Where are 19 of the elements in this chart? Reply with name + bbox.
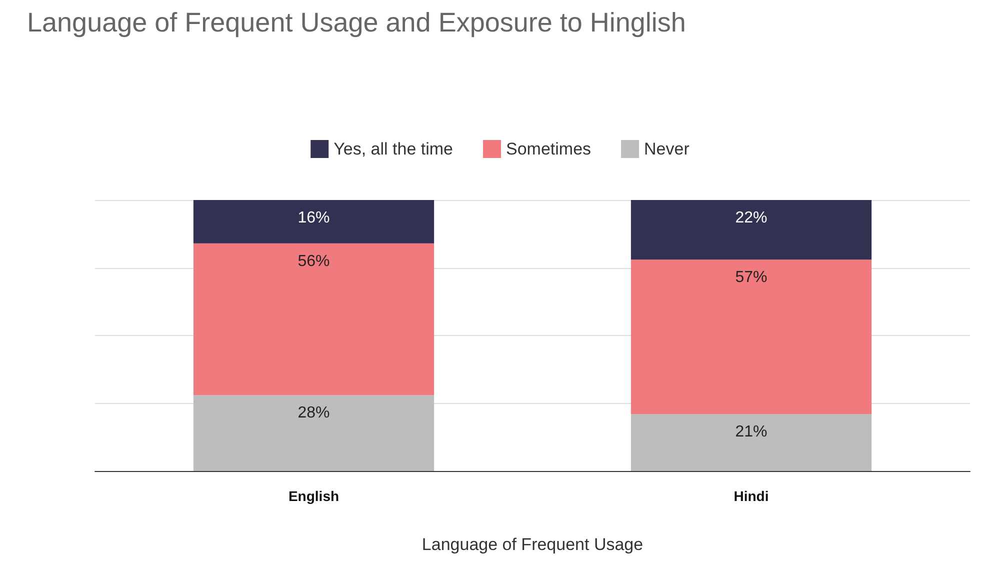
bar xyxy=(630,260,872,414)
data-label: 22% xyxy=(735,210,768,226)
legend-label: Never xyxy=(644,140,690,158)
bar xyxy=(193,243,434,396)
bar xyxy=(193,200,434,244)
bar xyxy=(630,200,872,260)
x-tick-label: Hindi xyxy=(734,488,769,504)
legend-label: Yes, all the time xyxy=(334,140,454,158)
chart-title: Language of Frequent Usage and Exposure to Hinglish xyxy=(27,8,686,38)
bar xyxy=(630,414,872,471)
data-label: 57% xyxy=(735,269,768,286)
data-label: 21% xyxy=(735,424,768,441)
data-label: 16% xyxy=(298,210,330,226)
x-axis-title: Language of Frequent Usage xyxy=(422,535,644,554)
data-label: 28% xyxy=(298,404,330,422)
legend-label: Sometimes xyxy=(506,140,592,158)
data-label: 56% xyxy=(298,252,330,270)
bar xyxy=(193,395,434,471)
x-tick-label: English xyxy=(288,488,340,504)
